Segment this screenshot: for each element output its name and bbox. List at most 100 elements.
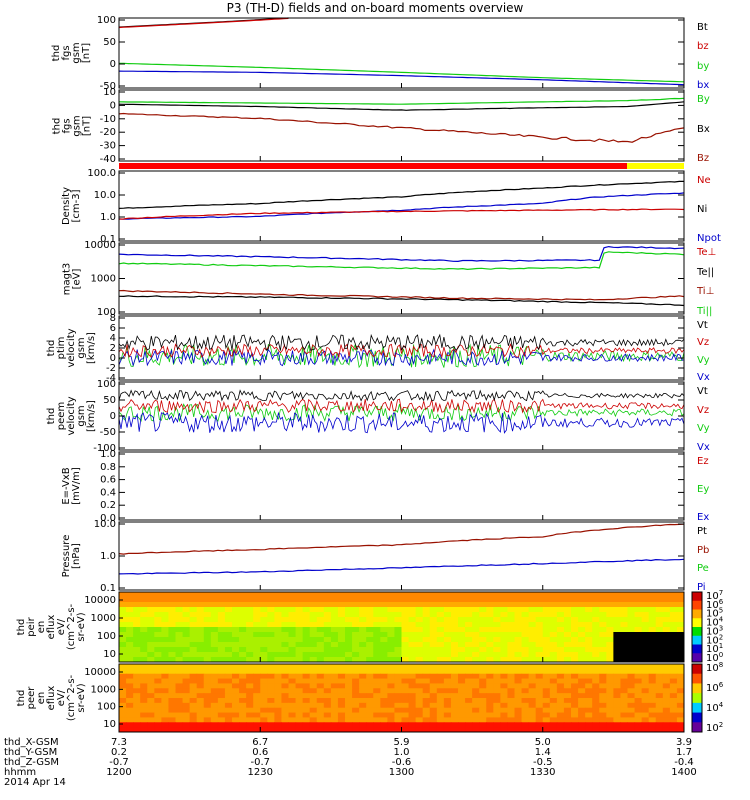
- heatmap-cell: [373, 642, 381, 648]
- heatmap-cell: [387, 632, 395, 638]
- heatmap-cell: [465, 647, 473, 653]
- heatmap-cell: [648, 722, 657, 728]
- heatmap-cell: [578, 622, 586, 628]
- heatmap-cell: [493, 632, 501, 638]
- heatmap-cell: [168, 657, 176, 663]
- heatmap-cell: [232, 698, 240, 704]
- heatmap-cell: [203, 642, 212, 648]
- heatmap-cell: [606, 647, 614, 653]
- heatmap-cell: [309, 647, 318, 653]
- heatmap-cell: [585, 602, 593, 608]
- heatmap-cell: [563, 702, 572, 709]
- heatmap-cell: [606, 602, 614, 608]
- heatmap-cell: [168, 698, 176, 704]
- panel-8: 10.01.00.1: [94, 519, 685, 594]
- heatmap-cell: [239, 707, 247, 714]
- heatmap-cell: [627, 702, 636, 709]
- heatmap-cell: [288, 688, 297, 694]
- heatmap-cell: [267, 657, 275, 663]
- heatmap-cell: [316, 597, 325, 603]
- heatmap-cell: [239, 678, 247, 684]
- heatmap-cell: [429, 597, 438, 603]
- heatmap-cell: [422, 702, 431, 709]
- heatmap-cell: [140, 683, 148, 689]
- heatmap-cell: [458, 637, 466, 643]
- noise-trace: [118, 411, 685, 434]
- heatmap-cell: [585, 642, 593, 648]
- heatmap-cell: [535, 683, 544, 689]
- heatmap-cell: [408, 668, 417, 675]
- heatmap-cell: [217, 597, 226, 603]
- heatmap-cell: [408, 717, 417, 723]
- heatmap-cell: [302, 722, 311, 728]
- heatmap-cell: [345, 657, 353, 663]
- heatmap-cell: [422, 688, 431, 694]
- heatmap-cell: [450, 607, 459, 613]
- heatmap-cell: [585, 693, 593, 699]
- heatmap-cell: [168, 702, 176, 709]
- heatmap-cell: [571, 607, 579, 613]
- heatmap-cell: [613, 632, 621, 638]
- heatmap-cell: [500, 632, 508, 638]
- heatmap-cell: [295, 693, 304, 699]
- heatmap-cell: [493, 642, 501, 648]
- heatmap-cell: [415, 617, 424, 623]
- heatmap-cell: [465, 664, 473, 670]
- heatmap-cell: [429, 664, 438, 670]
- heatmap-cell: [641, 673, 650, 680]
- heatmap-cell: [373, 717, 381, 723]
- heatmap-cell: [415, 707, 424, 714]
- heatmap-cell: [401, 657, 410, 663]
- heatmap-cell: [175, 668, 184, 675]
- heatmap-cell: [549, 602, 558, 608]
- heatmap-cell: [147, 673, 155, 680]
- heatmap-cell: [662, 673, 671, 680]
- heatmap-cell: [472, 727, 480, 733]
- heatmap-cell: [147, 652, 155, 658]
- heatmap-cell: [493, 622, 501, 628]
- heatmap-cell: [634, 668, 643, 675]
- heatmap-cell: [387, 702, 395, 709]
- heatmap-cell: [295, 632, 304, 638]
- heatmap-cell: [345, 664, 353, 670]
- heatmap-cell: [295, 642, 304, 648]
- heatmap-cell: [274, 673, 282, 680]
- heatmap-cell: [196, 632, 205, 638]
- panel-2: 100-10-20-30-40: [100, 87, 685, 165]
- heatmap-cell: [528, 707, 537, 714]
- heatmap-cell: [669, 722, 678, 728]
- heatmap-cell: [571, 693, 579, 699]
- heatmap-cell: [224, 622, 233, 628]
- heatmap-cell: [571, 637, 579, 643]
- heatmap-cell: [274, 693, 282, 699]
- heatmap-cell: [436, 637, 445, 643]
- heatmap-cell: [196, 647, 205, 653]
- colorbar-segment: [692, 722, 702, 733]
- heatmap-cell: [119, 683, 127, 689]
- legend-Pe: Pe: [697, 563, 709, 575]
- heatmap-cell: [514, 678, 523, 684]
- heatmap-cell: [571, 652, 579, 658]
- heatmap-cell: [302, 727, 311, 733]
- heatmap-cell: [450, 627, 459, 633]
- heatmap-cell: [217, 727, 226, 733]
- heatmap-cell: [514, 622, 523, 628]
- heatmap-cell: [479, 622, 487, 628]
- heatmap-cell: [168, 617, 176, 623]
- legend-Vz: Vz: [697, 337, 710, 349]
- colorbar-segment: [692, 592, 702, 602]
- heatmap-cell: [408, 712, 417, 718]
- heatmap-cell: [613, 647, 621, 653]
- heatmap-cell: [429, 688, 438, 694]
- heatmap-cell: [465, 592, 473, 598]
- heatmap-cell: [549, 668, 558, 675]
- heatmap-cell: [154, 622, 162, 628]
- heatmap-cell: [281, 698, 289, 704]
- heatmap-cell: [401, 592, 410, 598]
- heatmap-cell: [592, 707, 600, 714]
- heatmap-cell: [627, 668, 636, 675]
- heatmap-cell: [514, 668, 523, 675]
- heatmap-cell: [140, 602, 148, 608]
- heatmap-cell: [436, 717, 445, 723]
